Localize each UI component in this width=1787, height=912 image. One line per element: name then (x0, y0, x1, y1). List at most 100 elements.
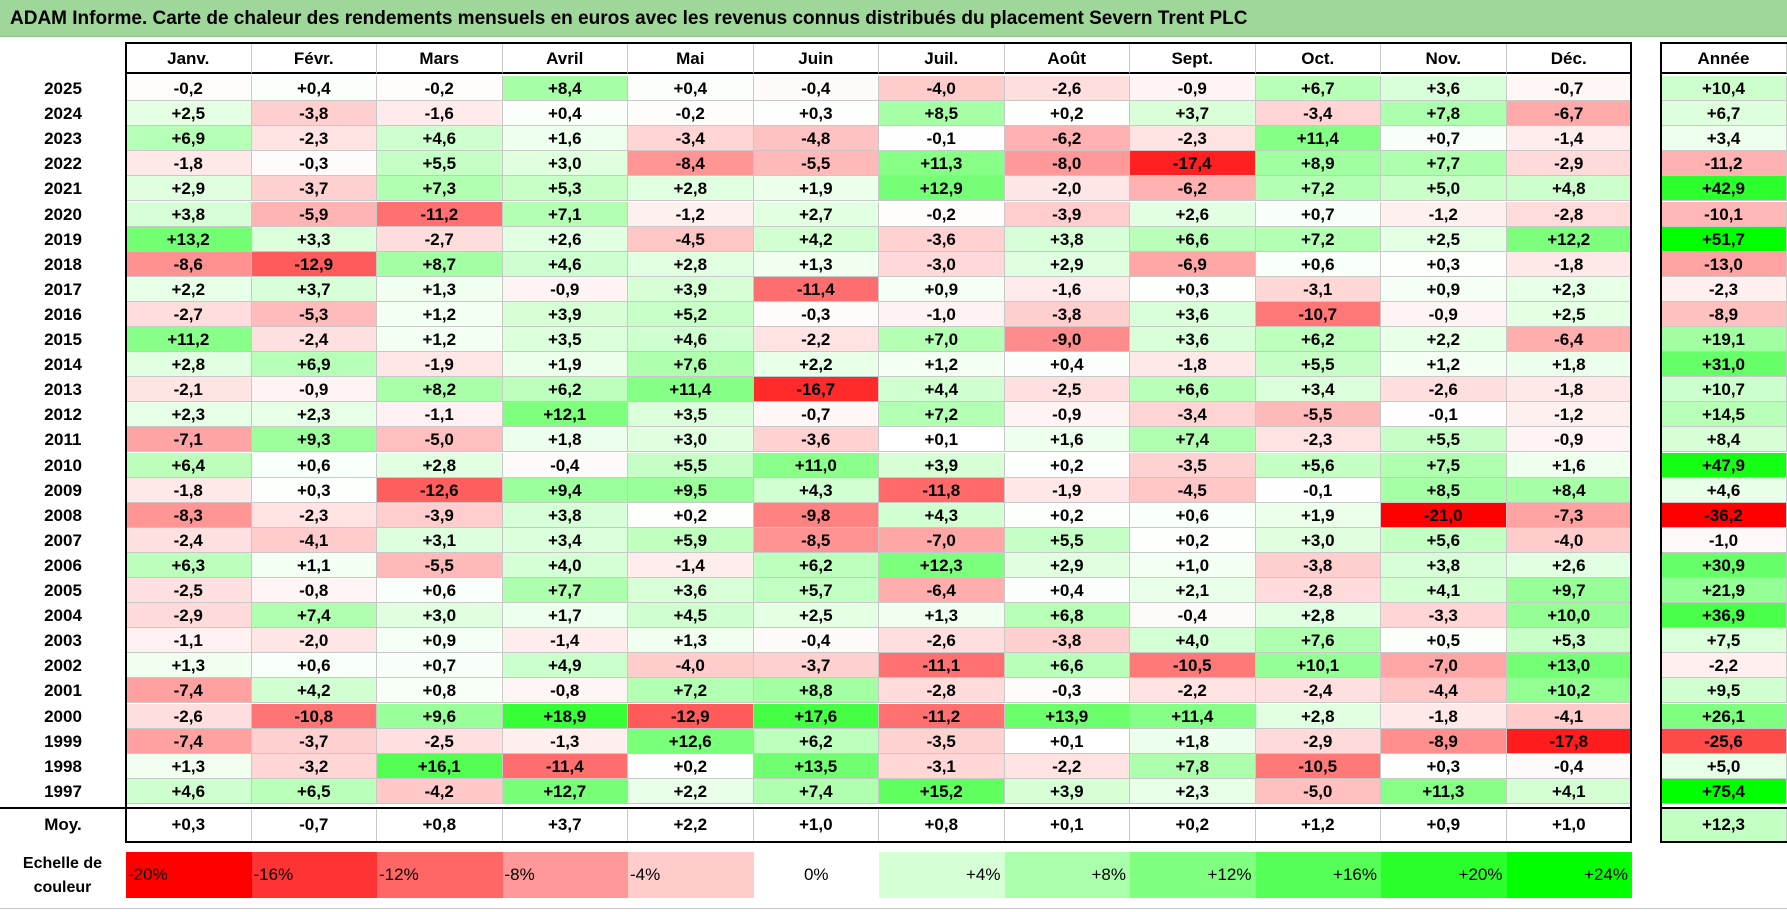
annual-cell: +10,7 (1661, 377, 1787, 403)
heatmap-cell: +2,3 (1506, 276, 1632, 302)
year-label: 2017 (44, 279, 82, 299)
month-header: Juil. (879, 44, 1005, 74)
heatmap-cell: +4,6 (628, 327, 754, 353)
month-header: Janv. (126, 44, 252, 74)
heatmap-cell: +3,9 (879, 452, 1005, 478)
heatmap-cell: -3,7 (251, 728, 377, 754)
heatmap-cell: -1,3 (502, 728, 628, 754)
scale-swatch: -8% (502, 852, 628, 898)
heatmap-cell: +1,2 (879, 352, 1005, 378)
heatmap-cell: +5,2 (628, 301, 754, 327)
heatmap-cell: -2,9 (126, 603, 252, 629)
heatmap-cell: +0,1 (1004, 728, 1130, 754)
heatmap-cell: +3,9 (502, 301, 628, 327)
heatmap-cell: -0,7 (1506, 76, 1632, 102)
heatmap-cell: +7,2 (1255, 176, 1381, 202)
heatmap-cell: -2,8 (879, 678, 1005, 704)
heatmap-cell: -0,8 (251, 578, 377, 604)
month-header: Mars (377, 44, 503, 74)
month-header: Sept. (1130, 44, 1256, 74)
year-label: 2008 (44, 505, 82, 525)
heatmap-cell: -4,2 (377, 778, 503, 804)
heatmap-cell: +6,5 (251, 778, 377, 804)
heatmap-cell: +0,9 (1381, 276, 1507, 302)
year-label: 1998 (44, 756, 82, 776)
year-label: 2003 (44, 631, 82, 651)
heatmap-cell: +9,7 (1506, 578, 1632, 604)
heatmap-cell: -0,1 (879, 126, 1005, 152)
heatmap-cell: +7,3 (377, 176, 503, 202)
annual-cell: -36,2 (1661, 502, 1787, 528)
annual-cell: -2,3 (1661, 276, 1787, 302)
heatmap-cell: +2,8 (1255, 703, 1381, 729)
heatmap-cell: +4,8 (1506, 176, 1632, 202)
heatmap-cell: -3,9 (1004, 201, 1130, 227)
heatmap-cell: +2,7 (753, 201, 879, 227)
heatmap-cell: +5,3 (1506, 628, 1632, 654)
heatmap-cell: +5,5 (1381, 427, 1507, 453)
heatmap-cell: +1,1 (251, 552, 377, 578)
scale-swatch: 0% (753, 852, 879, 898)
heatmap-cell: +2,6 (1130, 201, 1256, 227)
annual-cell: -11,2 (1661, 151, 1787, 177)
year-label: 2023 (44, 129, 82, 149)
heatmap-cell: -3,5 (879, 728, 1005, 754)
heatmap-cell: +0,2 (1004, 101, 1130, 127)
heatmap-cell: -2,0 (251, 628, 377, 654)
heatmap-cell: -7,1 (126, 427, 252, 453)
average-divider-annual (1660, 807, 1787, 809)
heatmap-cell: +6,2 (502, 377, 628, 403)
heatmap-cell: -0,9 (1004, 402, 1130, 428)
heatmap-cell: +1,8 (1130, 728, 1256, 754)
year-label: 2024 (44, 104, 82, 124)
annual-cell: -10,1 (1661, 201, 1787, 227)
heatmap-cell: -6,2 (1004, 126, 1130, 152)
heatmap-cell: -6,7 (1506, 101, 1632, 127)
heatmap-cell: +7,7 (502, 578, 628, 604)
heatmap-cell: -2,9 (1506, 151, 1632, 177)
heatmap-cell: +1,6 (502, 126, 628, 152)
heatmap-cell: +1,3 (377, 276, 503, 302)
heatmap-cell: +6,6 (1130, 377, 1256, 403)
heatmap-cell: -0,7 (753, 402, 879, 428)
average-cell: +1,0 (1506, 809, 1632, 841)
heatmap-cell: -2,5 (126, 578, 252, 604)
heatmap-cell: +7,5 (1381, 452, 1507, 478)
heatmap-cell: -0,9 (1381, 301, 1507, 327)
heatmap-cell: -1,6 (377, 101, 503, 127)
heatmap-cell: -2,3 (1130, 126, 1256, 152)
heatmap-cell: +6,2 (1255, 327, 1381, 353)
heatmap-cell: -2,1 (126, 377, 252, 403)
heatmap-cell: -1,4 (1506, 126, 1632, 152)
heatmap-cell: -1,2 (628, 201, 754, 227)
heatmap-cell: +12,2 (1506, 226, 1632, 252)
heatmap-cell: +0,4 (502, 101, 628, 127)
heatmap-cell: -4,8 (753, 126, 879, 152)
heatmap-cell: +2,9 (1004, 251, 1130, 277)
heatmap-cell: -2,8 (1255, 578, 1381, 604)
heatmap-cell: +0,2 (1004, 502, 1130, 528)
heatmap-cell: +2,1 (1130, 578, 1256, 604)
heatmap-cell: +11,2 (126, 327, 252, 353)
heatmap-cell: -1,4 (628, 552, 754, 578)
heatmap-cell: +1,3 (126, 753, 252, 779)
heatmap-cell: +0,8 (377, 678, 503, 704)
heatmap-cell: +2,5 (1381, 226, 1507, 252)
heatmap-cell: -7,4 (126, 678, 252, 704)
heatmap-cell: -0,2 (879, 201, 1005, 227)
heatmap-cell: -11,2 (879, 703, 1005, 729)
heatmap-cell: +5,6 (1255, 452, 1381, 478)
heatmap-cell: -10,8 (251, 703, 377, 729)
heatmap-cell: -0,9 (1130, 76, 1256, 102)
heatmap-cell: -2,2 (1130, 678, 1256, 704)
heatmap-cell: +7,7 (1381, 151, 1507, 177)
heatmap-cell: +0,6 (1130, 502, 1256, 528)
heatmap-cell: +13,5 (753, 753, 879, 779)
annual-header: Année (1661, 44, 1787, 74)
heatmap-cell: +0,2 (628, 502, 754, 528)
heatmap-cell: +1,6 (1004, 427, 1130, 453)
year-label: 2018 (44, 254, 82, 274)
annual-cell: -1,0 (1661, 527, 1787, 553)
heatmap-cell: -5,5 (1255, 402, 1381, 428)
